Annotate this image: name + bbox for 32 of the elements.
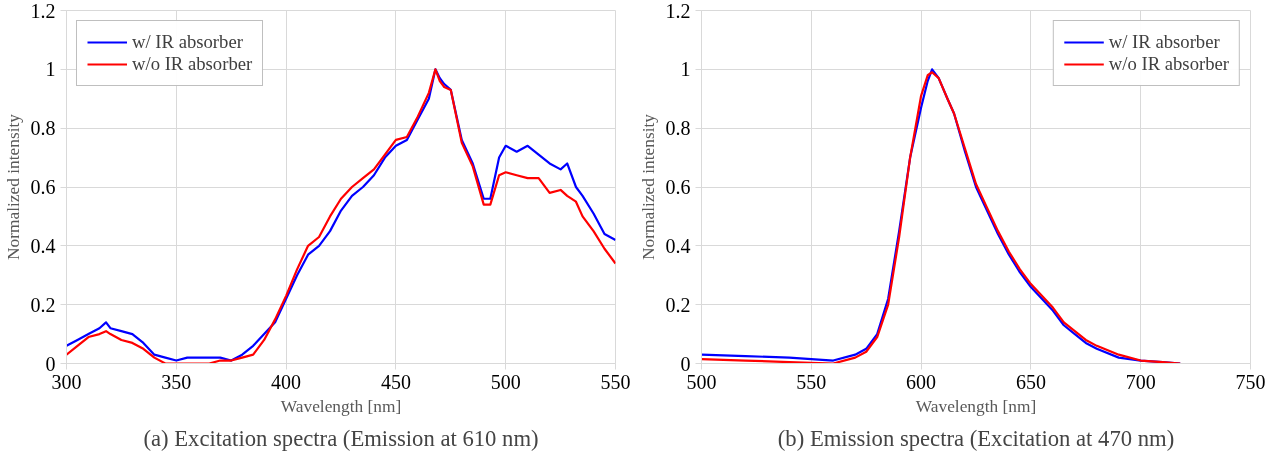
x-tick-label: 500 <box>490 370 521 393</box>
legend-label: w/o IR absorber <box>132 53 253 75</box>
text: (b) Emission spectra (Excitation at 470 nm) <box>777 425 1175 451</box>
y-tick-label: 0.2 <box>665 293 691 316</box>
legend-label: w/ IR absorber <box>132 31 243 53</box>
x-tick-label: 350 <box>161 370 192 393</box>
y-tick-label: 1 <box>680 58 691 81</box>
text: (a) Excitation spectra (Emission at 610 nm) <box>143 425 539 451</box>
y-tick-label: 0.2 <box>30 293 56 316</box>
y-tick-label: 0.6 <box>30 176 56 198</box>
x-axis-title: Wavelength [nm] <box>915 396 1037 416</box>
x-tick-label: 750 <box>1235 370 1266 393</box>
y-axis-title: Normalized intensity <box>638 113 658 260</box>
x-tick-label: 450 <box>380 370 411 393</box>
x-tick-label: 550 <box>796 370 827 393</box>
y-tick-label: 1.2 <box>30 0 56 22</box>
x-tick-label: 600 <box>906 370 937 393</box>
y-tick-label: 0.8 <box>665 117 691 140</box>
x-axis-title: Wavelength [nm] <box>280 396 402 416</box>
y-tick-label: 0.6 <box>665 176 691 198</box>
y-axis-title: Normalized intensity <box>3 113 23 260</box>
x-tick-label: 550 <box>600 370 631 393</box>
x-tick-label: 650 <box>1015 370 1046 393</box>
y-tick-label: 0.4 <box>665 234 691 257</box>
y-tick-label: 1 <box>45 58 56 81</box>
x-tick-label: 700 <box>1125 370 1156 393</box>
y-tick-label: 0.8 <box>30 117 56 140</box>
y-tick-label: 1.2 <box>665 0 691 22</box>
x-tick-label: 400 <box>271 370 302 393</box>
legend-label: w/o IR absorber <box>1108 53 1229 75</box>
y-tick-label: 0.4 <box>30 234 56 257</box>
legend-label: w/ IR absorber <box>1108 31 1220 53</box>
